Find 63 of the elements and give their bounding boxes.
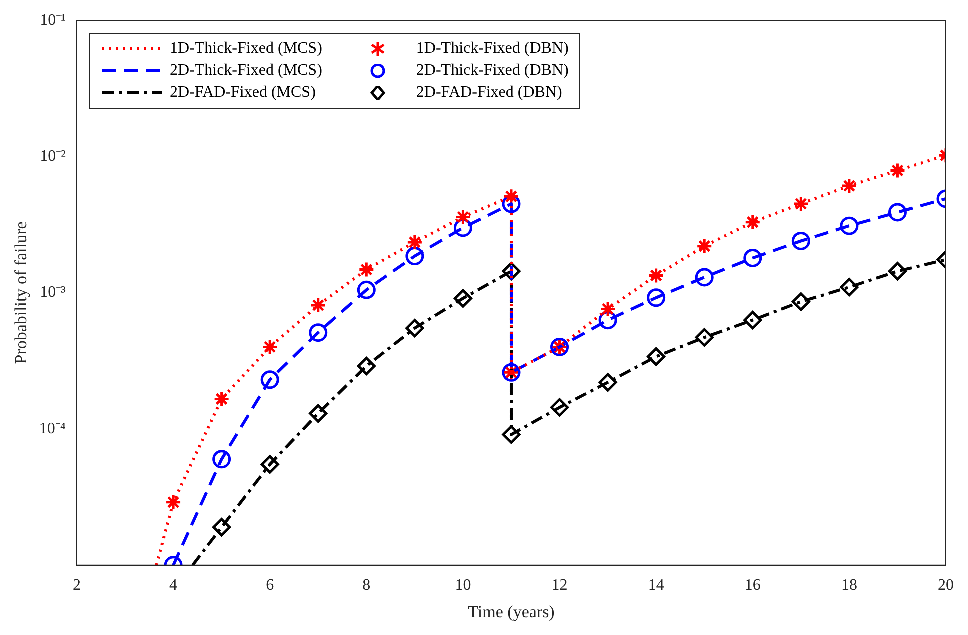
y-axis-title: Probability of failure bbox=[12, 222, 31, 364]
point bbox=[647, 348, 666, 366]
point bbox=[454, 208, 472, 226]
point bbox=[358, 262, 375, 278]
x-tick-label: 8 bbox=[362, 577, 371, 594]
y-tick-label: 10⁻⁴ bbox=[39, 420, 66, 438]
point bbox=[165, 494, 182, 511]
x-tick-label: 16 bbox=[744, 577, 761, 594]
point bbox=[841, 178, 858, 194]
point bbox=[695, 268, 714, 287]
x-tick-label: 12 bbox=[552, 577, 568, 594]
point bbox=[212, 518, 232, 537]
point bbox=[647, 288, 666, 308]
x-tick-label: 20 bbox=[938, 577, 954, 594]
point bbox=[214, 390, 230, 408]
point bbox=[888, 262, 907, 281]
point bbox=[744, 214, 762, 231]
point bbox=[502, 426, 521, 444]
x-axis-title: Time (years) bbox=[468, 602, 555, 622]
point bbox=[744, 311, 762, 330]
point bbox=[357, 280, 376, 300]
y-tick-label: 10⁻¹ bbox=[40, 12, 66, 29]
x-tick-label: 6 bbox=[266, 577, 274, 594]
y-tick-label: 10⁻³ bbox=[40, 284, 66, 302]
legend-label: 1D-Thick-Fixed (MCS) bbox=[170, 40, 322, 58]
x-tick-label: 18 bbox=[841, 577, 858, 594]
point bbox=[310, 297, 327, 314]
point bbox=[309, 404, 328, 423]
x-tick-label: 2 bbox=[72, 577, 81, 594]
point bbox=[792, 196, 810, 212]
point bbox=[550, 398, 570, 417]
point bbox=[600, 300, 616, 318]
point bbox=[212, 450, 232, 469]
point bbox=[357, 356, 376, 376]
point bbox=[503, 188, 520, 205]
y-tick-label: 10⁻² bbox=[40, 148, 66, 166]
point bbox=[744, 248, 762, 268]
point bbox=[262, 338, 278, 356]
point bbox=[792, 232, 810, 250]
legend-label: 2D-FAD-Fixed (DBN) bbox=[416, 84, 562, 102]
point bbox=[889, 162, 906, 179]
point bbox=[888, 203, 907, 222]
legend-label: 2D-Thick-Fixed (MCS) bbox=[170, 62, 322, 80]
point bbox=[309, 324, 328, 342]
point bbox=[695, 328, 714, 347]
point bbox=[840, 278, 859, 297]
point bbox=[406, 247, 424, 266]
point bbox=[406, 319, 424, 338]
x-tick-label: 14 bbox=[648, 577, 664, 594]
point bbox=[260, 455, 280, 474]
point bbox=[696, 238, 713, 255]
legend-label: 2D-Thick-Fixed (DBN) bbox=[416, 62, 569, 80]
point bbox=[260, 370, 280, 390]
x-tick-label: 10 bbox=[455, 577, 472, 594]
point bbox=[406, 234, 424, 251]
point bbox=[648, 267, 665, 284]
legend-label: 1D-Thick-Fixed (DBN) bbox=[416, 40, 569, 58]
x-tick-label: 4 bbox=[170, 577, 178, 594]
legend-label: 2D-FAD-Fixed (MCS) bbox=[170, 84, 316, 102]
point bbox=[598, 373, 618, 392]
point bbox=[840, 216, 859, 236]
point bbox=[792, 292, 810, 312]
point bbox=[454, 289, 472, 308]
